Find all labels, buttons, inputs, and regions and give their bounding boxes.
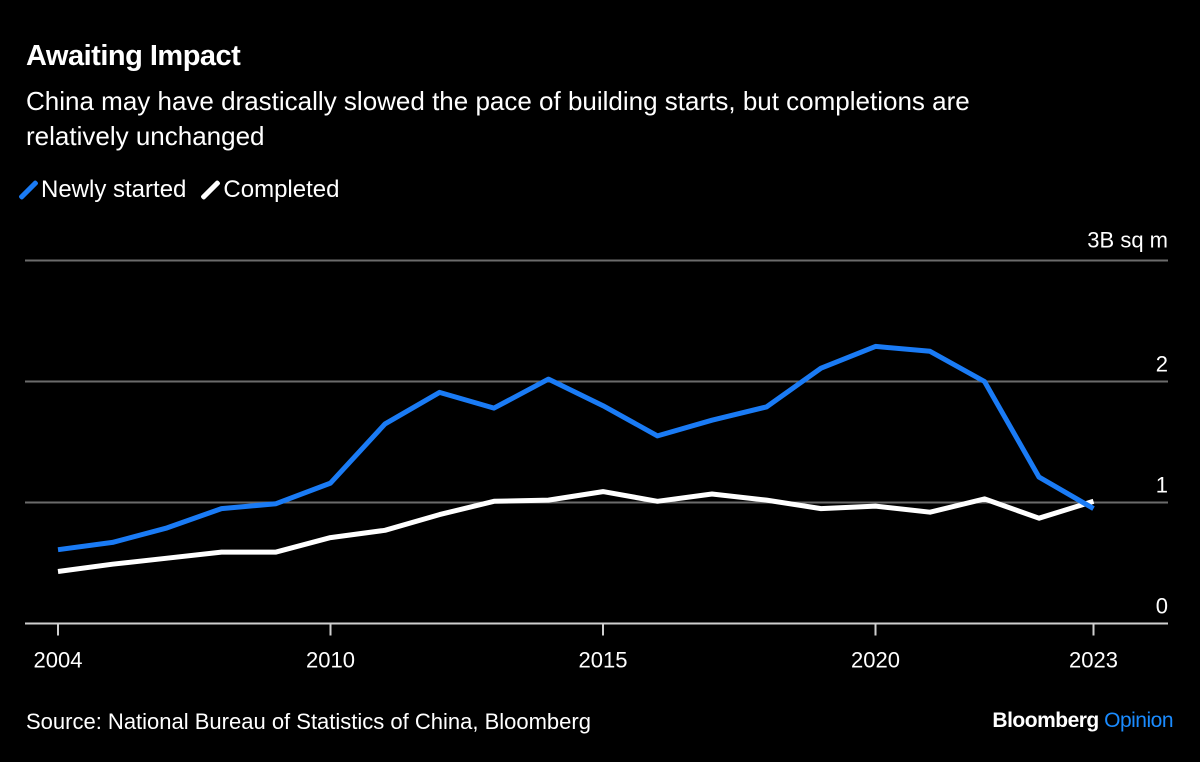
legend-label: Completed bbox=[223, 176, 340, 203]
y-tick-label: 1 bbox=[1156, 473, 1168, 498]
bloomberg-opinion-logo: Bloomberg Opinion bbox=[992, 709, 1173, 733]
logo-section: Opinion bbox=[1104, 709, 1173, 732]
y-unit-label: 3B sq m bbox=[1087, 228, 1168, 253]
chart-title: Awaiting Impact bbox=[26, 40, 241, 72]
x-tick-label: 2023 bbox=[1069, 648, 1118, 673]
source-note: Source: National Bureau of Statistics of… bbox=[26, 709, 591, 734]
legend: Newly started Completed bbox=[18, 176, 340, 204]
y-tick-label: 0 bbox=[1156, 594, 1168, 619]
legend-label: Newly started bbox=[41, 176, 187, 203]
legend-item-newly-started: Newly started bbox=[18, 176, 187, 204]
series-line-newly-started bbox=[57, 343, 1095, 553]
x-tick-label: 2015 bbox=[579, 648, 628, 673]
x-tick-label: 2010 bbox=[306, 648, 355, 673]
series-line-completed bbox=[57, 489, 1095, 574]
x-tick-label: 2004 bbox=[34, 648, 83, 673]
chart-subtitle: China may have drastically slowed the pa… bbox=[26, 86, 970, 151]
logo-brand: Bloomberg bbox=[992, 709, 1099, 732]
line-chart: 0 1 2 3B sq m 2004 2010 2015 2020 2023 bbox=[25, 228, 1168, 673]
legend-item-completed: Completed bbox=[200, 176, 340, 204]
x-tick-label: 2020 bbox=[851, 648, 900, 673]
y-tick-label: 2 bbox=[1156, 352, 1168, 377]
